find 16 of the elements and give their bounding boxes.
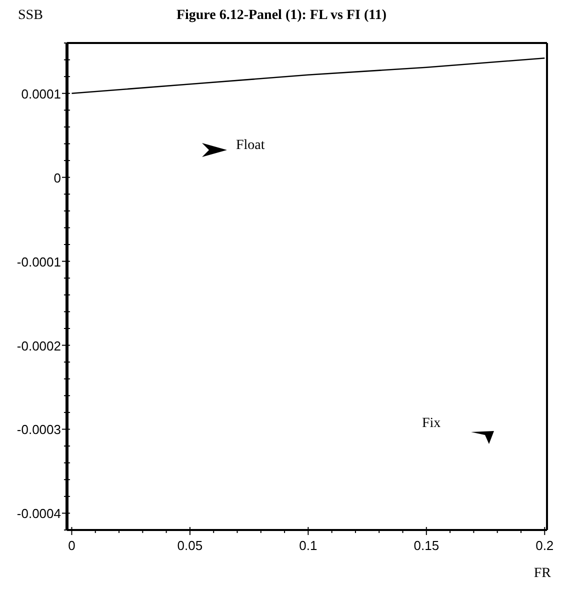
y-tick-label: 0.0001 [21,86,61,102]
annotation: Fix [422,416,441,432]
x-tick-label: 0 [68,538,76,553]
x-tick-label: 0.1 [299,538,318,553]
y-axis-title: SSB [18,8,43,24]
y-tick-label: -0.0002 [16,338,61,354]
y-tick-label: -0.0001 [16,254,61,270]
y-tick-label: 0 [54,170,61,186]
x-tick-label: 0.15 [414,538,440,553]
y-tick-label: -0.0003 [16,422,61,438]
y-tick-label: -0.0004 [16,506,61,522]
annotation: Float [236,138,265,154]
x-axis-title: FR [534,566,551,582]
chart-title: Figure 6.12-Panel (1): FL vs FI (11) [176,8,387,23]
x-tick-label: 0.05 [177,538,203,553]
x-tick-label: 0.2 [536,538,554,553]
